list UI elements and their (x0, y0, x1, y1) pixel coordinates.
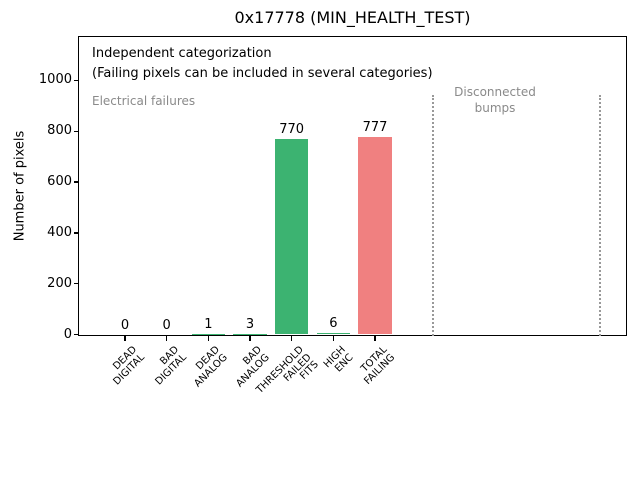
y-tick-mark (73, 232, 78, 234)
y-tick-mark (73, 130, 78, 132)
y-tick-label: 400 (47, 224, 72, 240)
x-tick-mark (207, 336, 209, 341)
annotation-categories-note: (Failing pixels can be included in sever… (92, 66, 433, 81)
region-separator-line (599, 95, 601, 336)
x-tick-mark (374, 336, 376, 341)
y-tick-mark (73, 79, 78, 82)
bar-value-label: 770 (279, 121, 305, 137)
bar (358, 137, 392, 335)
bar-value-label: 6 (329, 315, 338, 331)
bar-value-label: 0 (120, 317, 130, 333)
bar-value-label: 0 (162, 317, 171, 333)
chart-title: 0x17778 (MIN_HEALTH_TEST) (234, 8, 471, 27)
plot-area (78, 36, 627, 336)
x-tick-mark (291, 336, 293, 341)
y-tick-mark (73, 181, 78, 183)
y-tick-label: 200 (47, 275, 72, 291)
bar (274, 138, 309, 335)
y-tick-label: 600 (47, 174, 72, 190)
y-tick-label: 1000 (38, 72, 72, 88)
y-tick-label: 0 (63, 326, 72, 342)
y-tick-mark (73, 283, 78, 285)
y-tick-mark (73, 333, 78, 336)
y-tick-label: 800 (47, 123, 72, 139)
region-separator-line (432, 95, 434, 336)
bar (316, 332, 351, 335)
x-tick-label: TOTAL FAILING (358, 344, 397, 387)
bar (191, 333, 226, 335)
bar-value-label: 1 (204, 316, 213, 332)
annotation-independent-categorization: Independent categorization (92, 46, 272, 61)
x-tick-mark (166, 336, 168, 341)
x-tick-label: DEAD ANALOG (192, 344, 230, 390)
x-tick-mark (332, 336, 334, 341)
bar (233, 333, 267, 335)
x-tick-label: DEAD DIGITAL (111, 344, 147, 388)
region-label-disconnected-bumps: Disconnected bumps (454, 85, 536, 115)
x-tick-label: BAD DIGITAL (152, 344, 189, 388)
x-tick-label: HIGH ENC (321, 344, 355, 375)
x-tick-mark (249, 336, 251, 341)
bar-value-label: 3 (245, 316, 255, 332)
x-tick-mark (124, 336, 126, 341)
region-label-electrical-failures: Electrical failures (92, 94, 196, 108)
bar-value-label: 777 (362, 120, 388, 136)
